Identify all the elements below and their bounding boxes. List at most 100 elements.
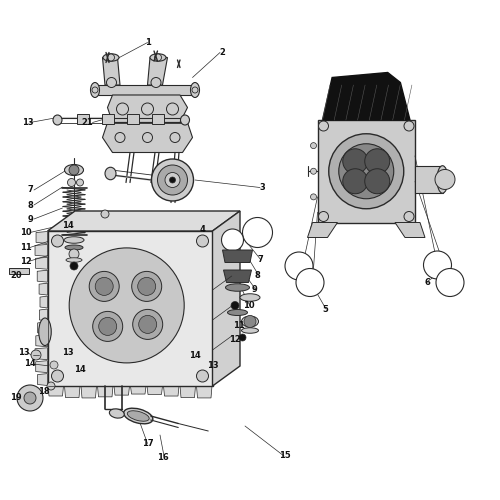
Polygon shape [39, 283, 48, 295]
Bar [9, 268, 29, 274]
Circle shape [435, 170, 455, 190]
Polygon shape [212, 211, 240, 386]
Polygon shape [148, 58, 168, 85]
Circle shape [196, 235, 208, 247]
Circle shape [192, 87, 198, 93]
Polygon shape [322, 72, 410, 120]
Ellipse shape [240, 294, 260, 301]
Circle shape [404, 121, 414, 131]
Circle shape [47, 382, 55, 390]
Circle shape [285, 252, 313, 280]
Circle shape [436, 268, 464, 296]
Text: 13: 13 [62, 348, 74, 357]
Text: 5: 5 [322, 304, 328, 314]
Circle shape [196, 370, 208, 382]
Text: 11: 11 [233, 320, 245, 330]
Text: 18: 18 [38, 386, 50, 396]
Polygon shape [395, 222, 425, 238]
Circle shape [170, 177, 175, 183]
Circle shape [95, 278, 113, 295]
Polygon shape [318, 120, 415, 222]
Text: 6: 6 [424, 278, 430, 287]
Text: 13: 13 [206, 360, 218, 370]
Text: 11: 11 [20, 243, 32, 252]
Polygon shape [35, 348, 48, 360]
Bar [152, 114, 164, 124]
Text: 8: 8 [254, 270, 260, 280]
Circle shape [132, 310, 162, 340]
Ellipse shape [110, 409, 124, 418]
Ellipse shape [226, 284, 250, 291]
Ellipse shape [65, 245, 83, 250]
Circle shape [231, 302, 239, 310]
Text: 19: 19 [10, 393, 22, 402]
Polygon shape [180, 386, 196, 398]
Text: 1: 1 [144, 38, 150, 47]
Text: 9: 9 [27, 214, 33, 224]
Circle shape [116, 103, 128, 115]
Polygon shape [164, 386, 179, 396]
Bar [126, 114, 138, 124]
Ellipse shape [228, 310, 248, 316]
Circle shape [310, 194, 316, 200]
Text: 12: 12 [20, 256, 32, 266]
Ellipse shape [242, 316, 258, 327]
Bar [415, 166, 442, 193]
Polygon shape [147, 386, 162, 394]
Text: 15: 15 [279, 452, 291, 460]
Polygon shape [48, 386, 64, 396]
Circle shape [343, 168, 368, 194]
Circle shape [98, 318, 116, 336]
Circle shape [24, 392, 36, 404]
Ellipse shape [105, 167, 116, 180]
Text: 13: 13 [18, 348, 30, 357]
Circle shape [222, 229, 244, 251]
Circle shape [242, 218, 272, 248]
Circle shape [339, 144, 394, 199]
Text: 14: 14 [74, 366, 86, 374]
Circle shape [132, 272, 162, 302]
Ellipse shape [64, 237, 84, 244]
Ellipse shape [64, 164, 84, 175]
Text: 4: 4 [200, 226, 205, 234]
Circle shape [50, 361, 58, 369]
Circle shape [108, 54, 114, 61]
Circle shape [170, 132, 180, 142]
Circle shape [404, 212, 414, 222]
Text: 9: 9 [252, 286, 258, 294]
Ellipse shape [128, 411, 149, 421]
Polygon shape [114, 386, 130, 395]
Circle shape [52, 235, 64, 247]
Polygon shape [130, 386, 146, 394]
Ellipse shape [103, 54, 119, 61]
Circle shape [17, 385, 43, 411]
Circle shape [106, 78, 117, 88]
Circle shape [329, 134, 404, 209]
Polygon shape [38, 374, 48, 386]
Circle shape [296, 268, 324, 296]
Ellipse shape [242, 328, 258, 333]
Circle shape [310, 168, 316, 174]
Circle shape [310, 142, 316, 148]
Circle shape [152, 159, 194, 201]
Text: 13: 13 [22, 118, 34, 127]
Circle shape [424, 251, 452, 279]
Ellipse shape [180, 115, 190, 125]
Text: 7: 7 [27, 186, 33, 194]
Polygon shape [308, 222, 338, 238]
Polygon shape [98, 386, 113, 397]
Bar [102, 114, 114, 124]
Circle shape [68, 178, 76, 186]
Polygon shape [36, 335, 48, 347]
Polygon shape [102, 122, 192, 152]
Text: 17: 17 [142, 439, 154, 448]
Polygon shape [36, 258, 48, 269]
Circle shape [343, 148, 368, 174]
Text: 12: 12 [229, 336, 241, 344]
Circle shape [138, 316, 156, 334]
Circle shape [89, 272, 119, 302]
Circle shape [31, 350, 41, 360]
Ellipse shape [53, 115, 62, 125]
Circle shape [52, 370, 64, 382]
Circle shape [92, 87, 98, 93]
